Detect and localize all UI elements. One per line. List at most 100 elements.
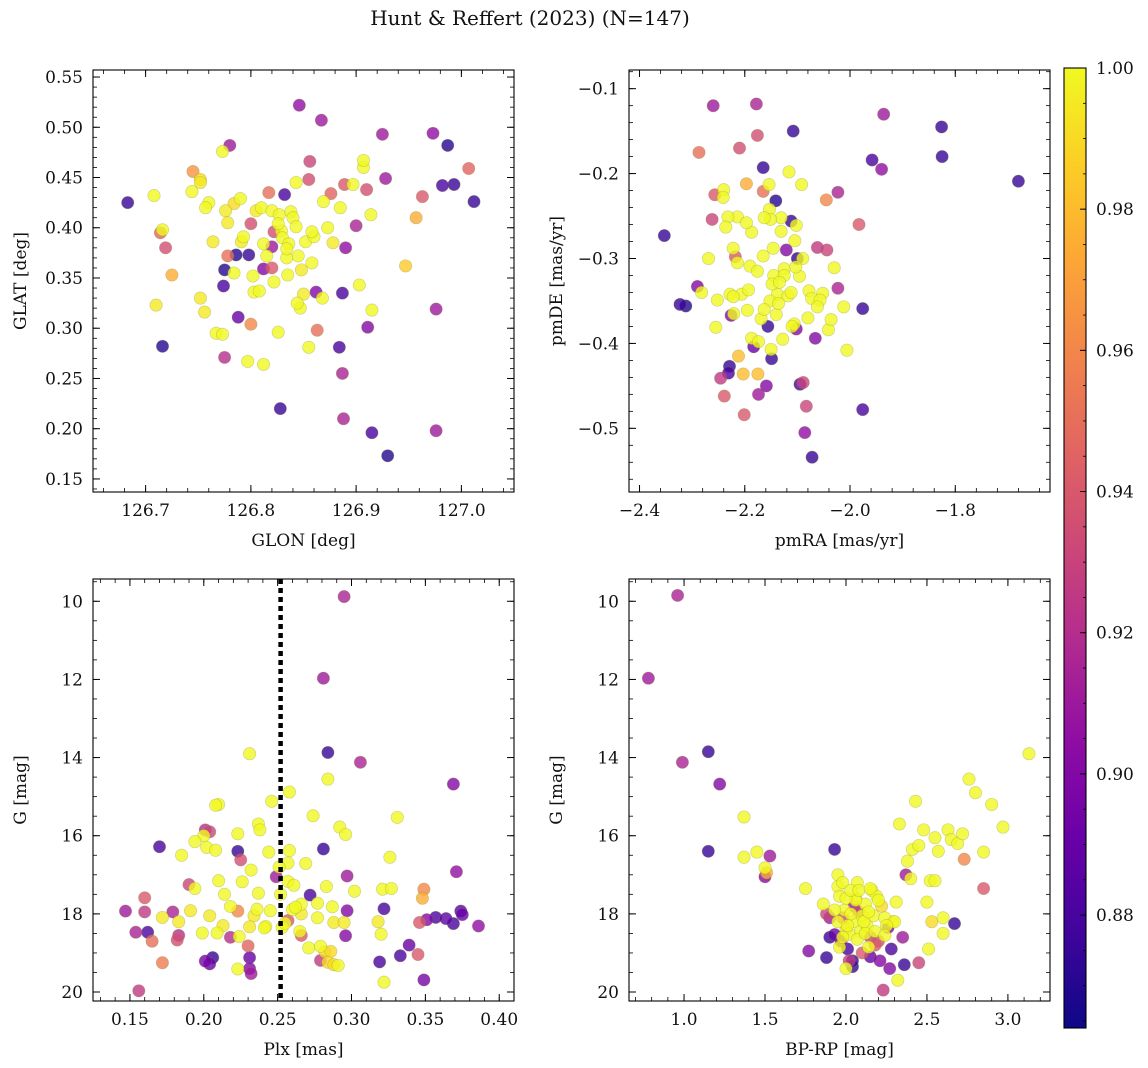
sky-point [360,183,374,197]
sky-point [246,269,260,283]
plx-point [353,755,367,769]
pm-point [739,177,753,191]
sky-ytick-label: 0.20 [45,420,83,440]
sky-point [467,195,481,209]
pm-point [796,375,810,390]
cmd-point [763,849,777,863]
pm-point [740,303,754,317]
plx-point [232,929,246,944]
pm-point [756,249,770,263]
colorbar-tick-label: 0.90 [1096,765,1134,785]
sky-point [159,241,173,255]
pm-point [798,426,812,440]
pm-xtick-label: −1.8 [935,501,976,521]
sky-point [290,296,304,310]
sky-point [292,98,306,112]
plx-point [377,975,391,989]
sky-ytick-label: 0.40 [45,219,83,239]
pm-point [710,293,724,307]
cmd-point [819,951,834,965]
sky-point [289,175,303,190]
pm-point [751,387,766,401]
pm-point [788,234,802,248]
pm-point [856,302,870,316]
cmd-xtick-label: 2.0 [832,1010,859,1030]
plx-point [172,915,186,929]
colorbar-tick-label: 0.92 [1096,624,1134,644]
sky-point [289,220,303,234]
sky-point [291,249,305,263]
cmd-point [884,942,898,956]
pm-point [717,389,731,403]
sky-point [252,284,266,298]
sky-point [227,266,241,280]
plx-point [303,888,317,902]
pm-point [757,302,771,316]
cmd-point [977,845,991,859]
plx-point [263,904,277,918]
sky-point [315,291,329,305]
plx-point [197,829,211,843]
panel-proper-motions: −2.4 −2.2 −2.0 −1.8 −0.5 −0.4 −0.3 −0.2 −0.1 pmRA… [547,69,1051,551]
sky-point [365,303,379,317]
cmd-point [936,926,950,940]
plx-point [288,900,302,914]
cmd-point [912,956,926,970]
sky-point [193,175,207,190]
sky-point [326,236,340,250]
sky-points [121,98,481,463]
pm-point [840,343,854,357]
plx-point [321,745,335,760]
plx-point [262,845,276,859]
plx-point [198,954,212,968]
sky-point [155,339,170,353]
plx-point [152,840,167,854]
plx-point [138,905,152,919]
plx-point [265,794,279,808]
pm-ytick-label: −0.2 [578,165,619,185]
pm-point [657,229,671,243]
pm-point [726,290,740,304]
sky-point [336,412,351,426]
colorbar-gradient [1064,68,1086,1028]
cmd-point [904,872,918,886]
cmd-ytick-label: 16 [597,827,619,847]
pm-point [766,241,780,255]
pm-ytick-label: −0.4 [578,334,619,354]
cmd-point [641,671,655,685]
colorbar: 0.88 0.90 0.92 0.94 0.96 0.98 1.00 [1063,59,1134,1029]
sky-point [198,305,212,319]
cmd-point [862,905,876,919]
colorbar-tick-label: 0.88 [1096,906,1134,926]
sky-point [302,172,316,187]
pm-point [805,450,819,464]
plx-point [257,921,271,935]
plx-point [402,938,416,952]
sky-xtick-label: 126.8 [227,501,276,521]
sky-point [215,144,230,158]
plx-point [310,896,325,910]
pm-point [776,332,790,346]
sky-point [244,217,258,231]
sky-point [381,449,395,463]
plx-ytick-label: 16 [61,827,83,847]
sky-ytick-label: 0.55 [45,68,83,88]
plx-point [234,853,248,867]
pm-point [727,307,741,321]
sky-point [149,298,163,312]
plx-point [446,777,460,791]
sky-point [346,177,360,192]
pm-point [741,283,756,297]
pm-points [657,97,1025,464]
pm-point [739,216,753,230]
sky-point [302,340,316,354]
cmd-point [977,881,991,896]
pm-point [757,211,771,225]
plx-point [244,967,258,981]
plx-point [390,810,404,824]
sky-point [281,268,295,282]
cmd-xlabel: BP-RP [mag] [785,1040,894,1060]
cmd-point [713,777,727,791]
pm-point [785,319,799,333]
plx-xtick-label: 0.40 [480,1010,518,1030]
